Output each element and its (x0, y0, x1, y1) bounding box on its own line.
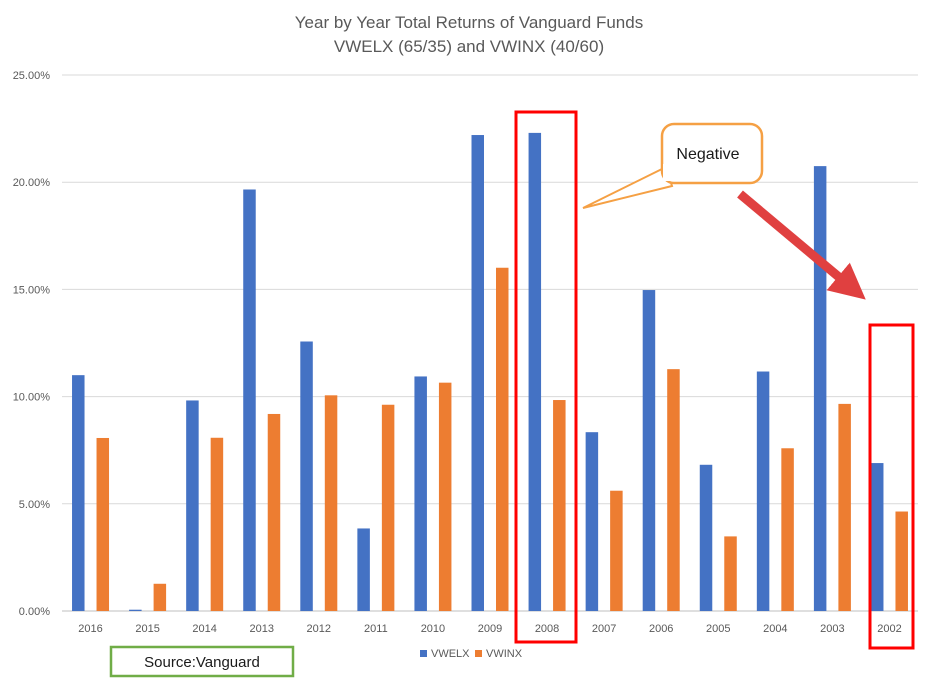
source-box (109, 645, 295, 678)
y-tick-label: 25.00% (13, 70, 51, 82)
y-tick-label: 5.00% (19, 499, 50, 511)
highlight-box-2008 (514, 110, 578, 644)
x-tick-label: 2005 (706, 623, 730, 635)
chart-title: Year by Year Total Returns of Vanguard F… (295, 13, 643, 32)
bar-vwinx-2004 (781, 448, 794, 611)
bar-vwinx-2012 (324, 395, 338, 611)
x-tick-label: 2004 (763, 623, 787, 635)
legend: VWELX VWINX (420, 648, 523, 660)
x-tick-label: 2014 (192, 623, 216, 635)
bar-vwelx-2007 (585, 432, 599, 611)
bar-vwinx-2002 (895, 511, 908, 611)
bar-vwinx-2011 (381, 404, 395, 611)
bar-vwinx-2005 (724, 536, 737, 611)
x-tick-label: 2013 (249, 623, 273, 635)
bar-vwinx-2003 (838, 403, 851, 611)
bar-vwelx-2006 (642, 290, 656, 611)
bar-vwelx-2003 (813, 166, 827, 611)
x-tick-label: 2002 (877, 623, 901, 635)
x-tick-label: 2006 (649, 623, 673, 635)
legend-label-vwinx: VWINX (486, 648, 523, 660)
bar-vwinx-2007 (610, 490, 623, 611)
highlight-box-2002 (868, 323, 915, 650)
x-tick-label: 2003 (820, 623, 844, 635)
source-text: Source:Vanguard (144, 654, 260, 671)
legend-label-vwelx: VWELX (431, 648, 470, 660)
legend-swatch-vwinx (475, 650, 482, 657)
y-tick-label: 0.00% (19, 606, 50, 618)
bar-vwinx-2013 (267, 413, 281, 611)
x-tick-label: 2016 (78, 623, 102, 635)
bar-vwelx-2012 (300, 341, 313, 611)
bar-vwelx-2011 (357, 528, 370, 611)
bar-vwelx-2009 (471, 135, 484, 612)
chart-subtitle: VWELX (65/35) and VWINX (40/60) (334, 37, 604, 56)
bar-vwelx-2004 (756, 371, 770, 611)
x-axis: 2016 2015 2014 2013 2012 2011 2010 2009 2008 2007… (78, 623, 901, 635)
legend-swatch-vwelx (420, 650, 427, 657)
x-tick-label: 2012 (307, 623, 331, 635)
bar-vwelx-2010 (414, 376, 427, 611)
bar-vwinx-2010 (438, 382, 452, 611)
x-tick-label: 2015 (135, 623, 159, 635)
y-tick-label: 20.00% (13, 177, 51, 189)
gridlines (62, 74, 918, 612)
bar-vwinx-2014 (210, 437, 224, 611)
x-tick-label: 2009 (478, 623, 502, 635)
bar-vwinx-2006 (667, 369, 680, 611)
bar-vwinx-2008 (553, 400, 566, 611)
bar-vwelx-2015 (129, 609, 142, 611)
bar-vwelx-2005 (699, 464, 713, 611)
bar-vwelx-2002 (870, 463, 884, 611)
y-tick-label: 15.00% (13, 284, 51, 296)
x-tick-label: 2010 (421, 623, 445, 635)
x-tick-label: 2008 (535, 623, 559, 635)
bar-vwelx-2014 (186, 400, 199, 611)
y-tick-label: 10.00% (13, 392, 51, 404)
callout-pointer-cover (663, 164, 677, 181)
callout-text: Negative (676, 146, 739, 163)
bar-series (72, 132, 908, 612)
bar-vwinx-2016 (96, 437, 110, 611)
bar-vwelx-2016 (72, 375, 85, 611)
callout-box (660, 122, 764, 185)
x-tick-label: 2011 (364, 623, 388, 635)
bar-vwelx-2013 (243, 189, 256, 611)
red-arrow (737, 190, 866, 300)
y-axis: 0.00% 5.00% 10.00% 15.00% 20.00% 25.00% (13, 70, 51, 618)
x-tick-label: 2007 (592, 623, 616, 635)
bar-vwelx-2008 (528, 132, 542, 611)
bar-vwinx-2015 (153, 583, 167, 611)
bar-vwinx-2009 (496, 267, 509, 611)
callout-pointer (582, 165, 674, 209)
